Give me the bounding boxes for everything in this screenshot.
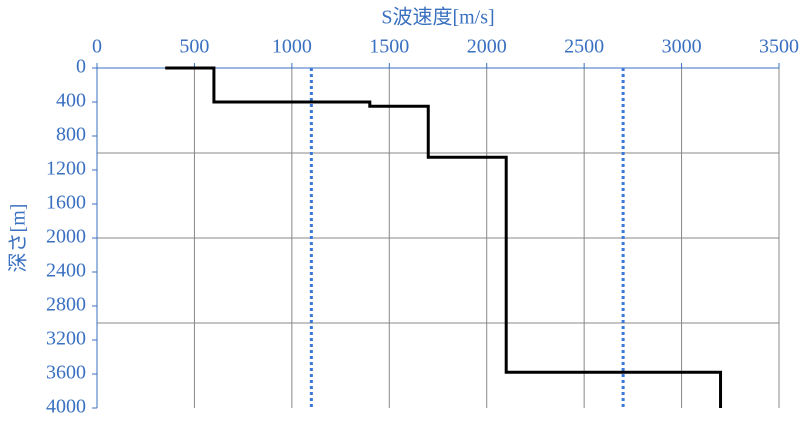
y-tick-label: 1600	[46, 192, 86, 214]
x-tick-label: 3000	[662, 36, 702, 58]
x-tick-label: 2000	[467, 36, 507, 58]
y-tick-label: 400	[56, 90, 86, 112]
x-tick-label: 1000	[272, 36, 312, 58]
x-tick-label: 3500	[759, 36, 799, 58]
y-tick-label: 2400	[46, 260, 86, 282]
series-line	[165, 66, 723, 408]
x-tick-label: 0	[92, 36, 102, 58]
x-axis-title: S波速度[m/s]	[381, 6, 494, 29]
x-tick-label: 2500	[564, 36, 604, 58]
y-tick-label: 2000	[46, 226, 86, 248]
y-tick-label: 4000	[46, 396, 86, 418]
y-tick-label: 2800	[46, 294, 86, 316]
y-tick-label: 3200	[46, 328, 86, 350]
y-tick-label: 1200	[46, 158, 86, 180]
y-tick-label: 0	[76, 56, 86, 78]
y-tick-label: 3600	[46, 362, 86, 384]
x-tick-label: 1500	[369, 36, 409, 58]
x-tick-label: 500	[179, 36, 209, 58]
y-axis-title: 深さ[m]	[7, 204, 30, 273]
y-tick-label: 800	[56, 124, 86, 146]
